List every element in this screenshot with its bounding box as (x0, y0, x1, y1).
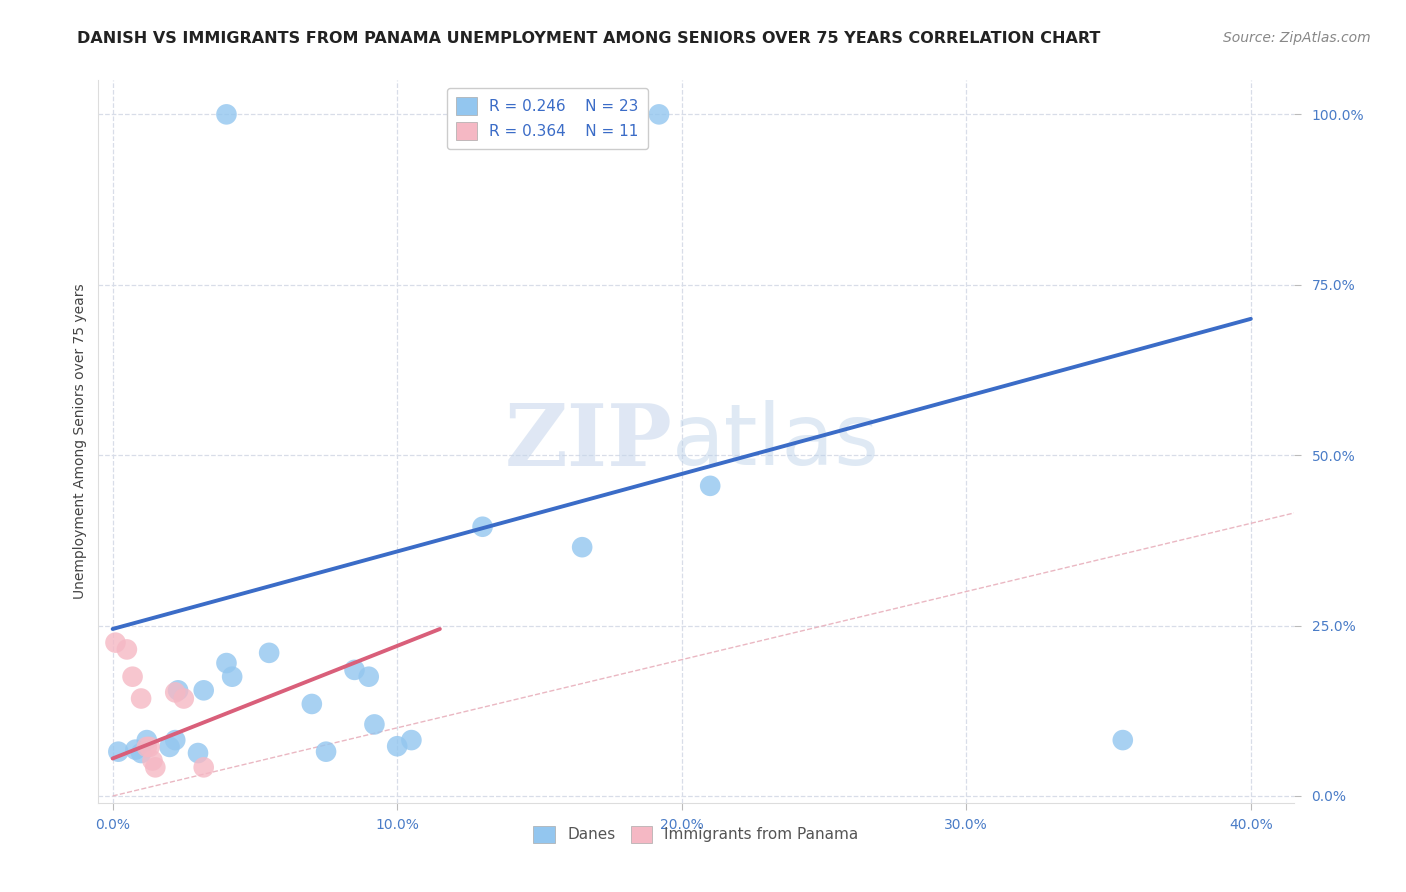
Point (257, 646, 280, 660)
Point (165, 685, 187, 699)
Point (1112, 733, 1135, 747)
Point (562, 107, 585, 121)
Point (315, 745, 337, 759)
Point (121, 670, 143, 684)
Point (363, 717, 385, 731)
Point (301, 697, 323, 711)
Point (141, 754, 163, 768)
Point (107, 745, 129, 759)
Point (571, 540, 593, 554)
Point (167, 683, 190, 698)
Text: ZIP: ZIP (505, 400, 672, 483)
Point (104, 635, 127, 649)
Point (599, 107, 621, 121)
Point (221, 670, 243, 684)
Point (143, 760, 166, 774)
Point (165, 733, 187, 747)
Point (159, 739, 181, 754)
Point (401, 733, 423, 747)
Point (215, 656, 238, 670)
Point (138, 739, 160, 754)
Point (115, 642, 138, 657)
Point (699, 479, 721, 493)
Point (173, 691, 195, 706)
Point (193, 683, 215, 698)
Point (357, 670, 380, 684)
Point (471, 107, 494, 121)
Point (124, 742, 146, 756)
Point (135, 733, 157, 747)
Legend: Danes, Immigrants from Panama: Danes, Immigrants from Panama (527, 820, 865, 849)
Y-axis label: Unemployment Among Seniors over 75 years: Unemployment Among Seniors over 75 years (73, 284, 87, 599)
Point (648, 107, 671, 121)
Point (135, 739, 157, 754)
Point (129, 691, 152, 706)
Text: DANISH VS IMMIGRANTS FROM PANAMA UNEMPLOYMENT AMONG SENIORS OVER 75 YEARS CORREL: DANISH VS IMMIGRANTS FROM PANAMA UNEMPLO… (77, 31, 1101, 46)
Point (129, 746, 152, 760)
Text: atlas: atlas (672, 400, 880, 483)
Point (343, 663, 366, 677)
Point (471, 520, 494, 534)
Point (193, 760, 215, 774)
Point (385, 739, 409, 754)
Text: Source: ZipAtlas.com: Source: ZipAtlas.com (1223, 31, 1371, 45)
Point (215, 107, 238, 121)
Point (187, 746, 209, 760)
